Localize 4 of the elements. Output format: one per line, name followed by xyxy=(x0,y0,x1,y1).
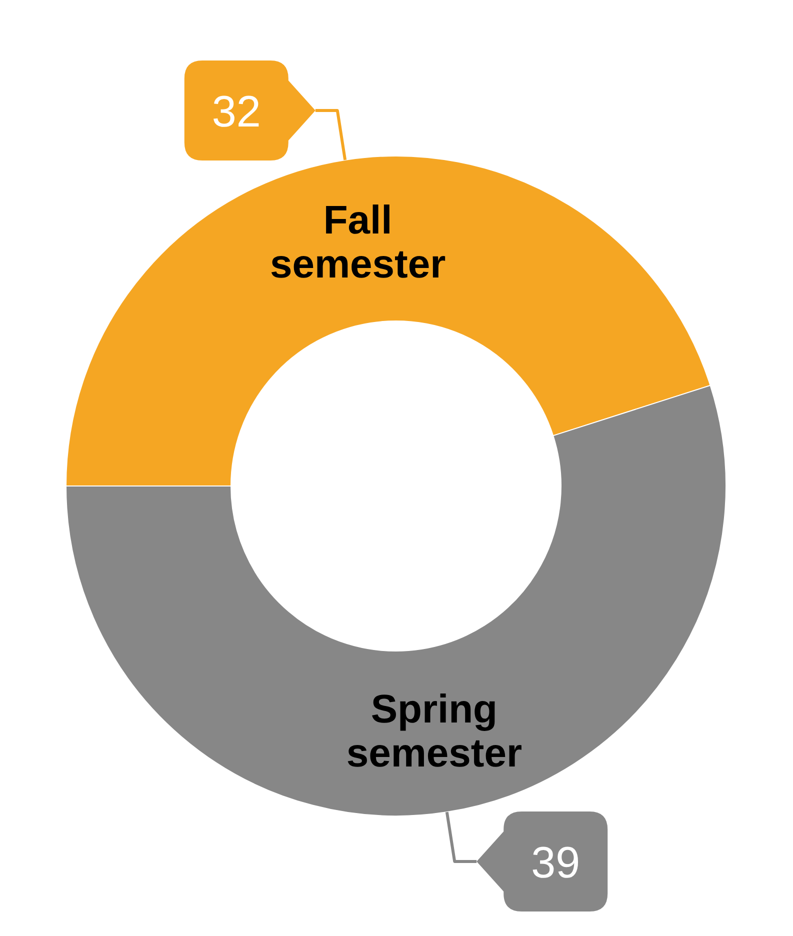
data-label: 32 xyxy=(212,87,261,136)
slice-label: Spring semester xyxy=(346,688,522,776)
data-label: 39 xyxy=(531,838,580,888)
legend-label: Fall semester xyxy=(270,198,446,286)
